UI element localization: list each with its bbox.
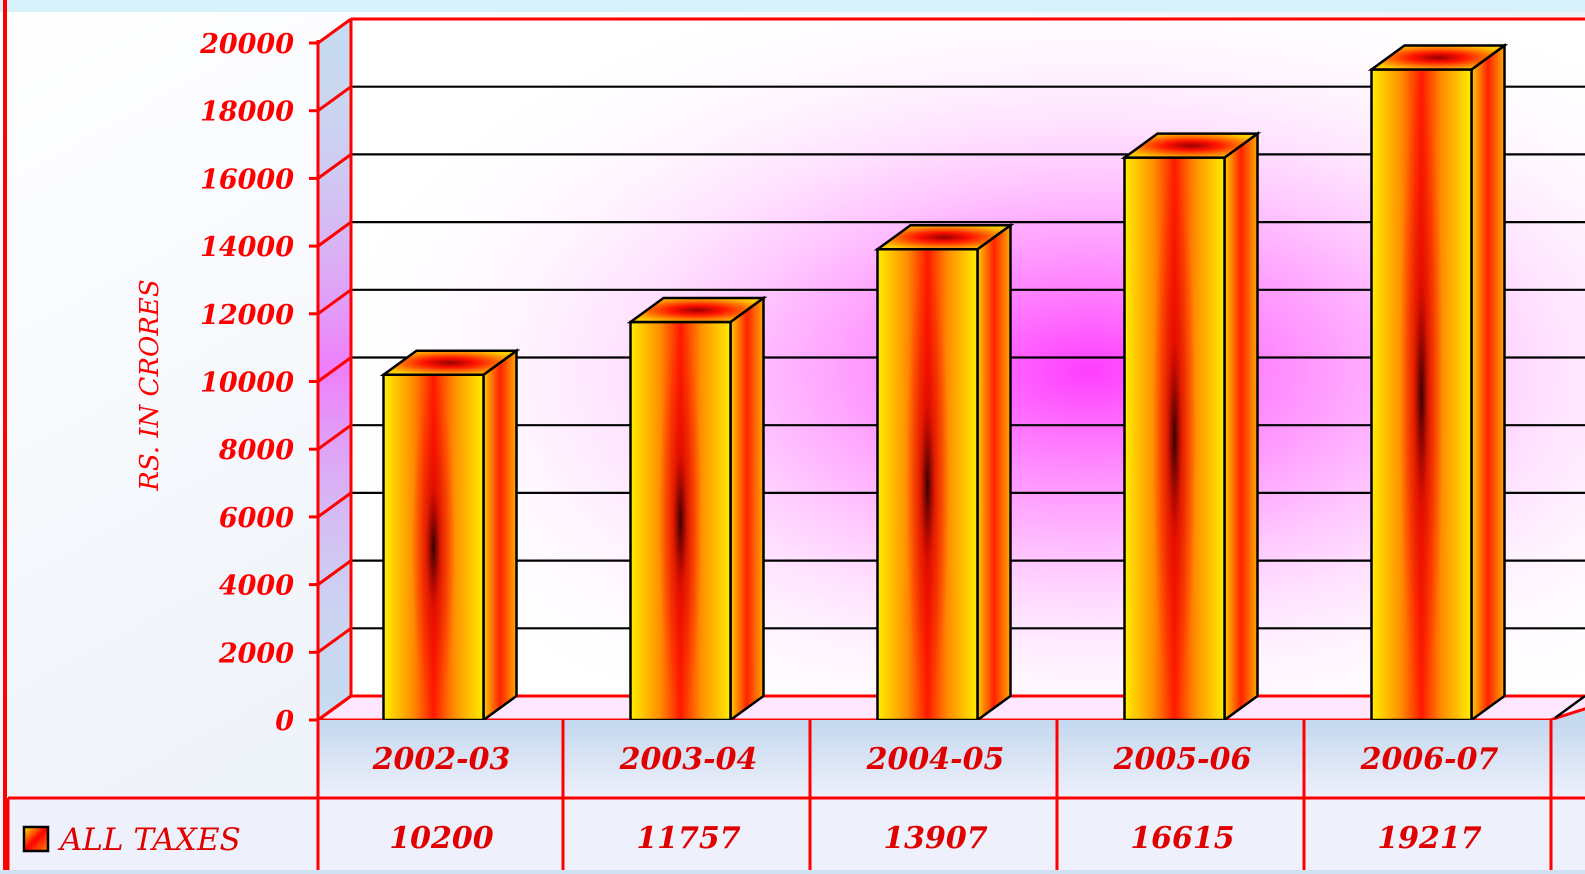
bar-side-face [976, 222, 1012, 723]
gridline-side [317, 491, 352, 519]
gridline-side [317, 356, 352, 383]
table-value: 11757 [636, 821, 740, 856]
legend-swatch [22, 825, 50, 853]
y-tick-label: 14000 [200, 232, 294, 263]
y-tick-label: 6000 [219, 503, 294, 534]
bar-top-face [626, 296, 768, 324]
table-header-row [318, 720, 1585, 798]
bar-shading [1399, 69, 1444, 720]
bar-top-face [1367, 44, 1509, 71]
gridline-side [317, 423, 352, 451]
bar-side-face [482, 348, 518, 723]
x-category-label: 2002-03 [372, 742, 511, 777]
bar-shading [1152, 157, 1197, 720]
table-value: 13907 [883, 821, 987, 856]
y-tick-label: 10000 [200, 368, 294, 399]
bar-side-face [729, 295, 765, 723]
top-strip [0, 0, 1585, 12]
gridline-side [317, 627, 352, 654]
legend-series-label: ALL TAXES [57, 822, 241, 858]
y-tick-label: 4000 [219, 571, 294, 602]
bar [626, 295, 768, 723]
y-axis-label: RS. IN CRORES [135, 279, 165, 491]
bar-shading [411, 374, 456, 720]
table-value: 19217 [1377, 821, 1481, 856]
y-tick-label: 18000 [200, 97, 294, 128]
gridline-side [317, 559, 352, 586]
floor-right-edge [1554, 694, 1585, 720]
bar [379, 348, 521, 723]
gridline-side [317, 220, 352, 248]
bar-top-face [1120, 132, 1262, 159]
bar-shading [905, 249, 950, 720]
table-value: 10200 [389, 821, 493, 856]
table-data-row [8, 798, 1585, 874]
y-tick-label: 12000 [200, 300, 294, 331]
y-tick-label: 20000 [199, 29, 294, 60]
bar-shading [658, 322, 703, 720]
gridline-side [317, 85, 352, 112]
gridline-side [317, 153, 352, 180]
y-tick-label: 2000 [218, 638, 294, 669]
x-category-label: 2005-06 [1113, 742, 1252, 777]
y-tick-label: 16000 [200, 164, 294, 195]
bar-top-face [873, 223, 1015, 251]
gridline-side [317, 288, 352, 316]
bar-top-face [379, 349, 521, 376]
bar-side-face [1223, 131, 1259, 723]
bar [1120, 131, 1262, 723]
bar [1367, 43, 1509, 723]
bar-side-face [1470, 43, 1506, 723]
bar [873, 222, 1015, 723]
table-value: 16615 [1130, 821, 1234, 856]
y-tick-label: 8000 [218, 435, 294, 466]
x-category-label: 2006-07 [1360, 742, 1499, 777]
gridline-side [317, 694, 352, 722]
gridline-side [317, 17, 352, 45]
x-category-label: 2003-04 [619, 742, 758, 777]
y-tick-label: 0 [275, 706, 294, 737]
x-category-label: 2004-05 [866, 742, 1005, 777]
